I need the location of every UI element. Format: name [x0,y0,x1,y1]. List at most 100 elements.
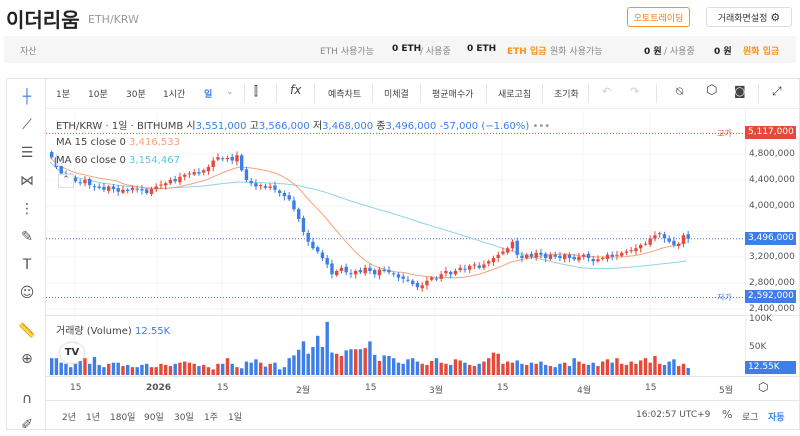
candle-body [544,253,548,258]
krw-deposit-link[interactable]: 원화 입금 [743,47,780,57]
range-2y[interactable]: 2년 [62,413,77,423]
volume-bar [444,363,448,375]
fullscreen-icon[interactable]: ⤢ [772,84,782,98]
volume-bar [145,363,149,375]
range-1y[interactable]: 1년 [86,413,101,423]
price-tick: 4,000,000 [749,201,795,211]
candle-body [487,261,491,264]
fib-lines-icon[interactable]: ☰ [20,145,34,161]
candle-body [126,189,130,192]
ma15-legend[interactable]: MA 15 close 0 3,416,533 [56,137,180,148]
avg-price-button[interactable]: 평균매수가 [432,90,474,100]
volume-bar [178,362,182,375]
candle-body [301,218,306,232]
text-icon[interactable]: T [22,257,32,273]
candle-body [78,182,82,184]
candle-body [667,238,671,242]
price-chart[interactable] [46,110,746,400]
volume-bar [69,367,73,375]
range-90d[interactable]: 90일 [144,413,164,423]
open-label: 시 [186,121,196,132]
interval-30m[interactable]: 30분 [126,90,146,100]
candle-body [268,186,272,188]
emoji-icon[interactable]: ☺ [19,285,35,301]
volume-bar [287,358,291,375]
percent-toggle[interactable]: % [722,408,733,421]
pair-label: ETH/KRW [88,13,139,26]
candle-body [382,269,386,271]
volume-bar [605,359,610,375]
magnet-icon[interactable]: ∩ [21,391,33,407]
volume-bar [368,341,372,375]
range-30d[interactable]: 30일 [174,413,194,423]
volume-bar [382,355,386,375]
ma60-legend[interactable]: MA 60 close 0 3,154,467 [56,155,180,166]
candle-body [211,160,215,167]
pencil-icon[interactable]: ✐ [21,417,33,433]
pattern-icon[interactable]: ⋈ [20,173,34,189]
reset-button[interactable]: 초기화 [554,90,579,100]
low-value: 3,468,000 [322,121,374,132]
volume-legend: 거래량 (Volume) 12.55K [56,322,170,337]
candle-body [501,251,505,254]
price-tick: 2,400,000 [749,304,795,314]
collapse-legend-icon[interactable]: ⌃ [58,174,74,188]
volume-bar [415,361,420,375]
volume-bar [667,361,671,375]
volume-bar [558,363,562,375]
candle-body [567,254,572,258]
candle-body [263,186,268,188]
brush-icon[interactable]: ✎ [21,229,33,245]
prediction-chart-button[interactable]: 예측차트 [328,90,362,100]
candle-body [335,271,339,276]
search-icon[interactable]: ⍉ [676,84,684,98]
candle-body [539,252,543,255]
settings-hex-icon[interactable]: ⬡ [706,83,718,98]
chevron-down-icon[interactable]: ⌄ [226,87,234,97]
interval-day[interactable]: 일 [204,90,213,100]
volume-tick: 100K [749,314,773,324]
candle-body [534,252,538,258]
volume-bar [477,363,481,375]
trendline-icon[interactable]: ⟋ [22,117,32,133]
camera-icon[interactable]: ◙ [734,84,746,98]
open-orders-button[interactable]: 미체결 [384,90,409,100]
refresh-button[interactable]: 새로고침 [498,90,532,100]
axis-settings-icon[interactable]: ⬡ [758,380,769,394]
eth-deposit-link[interactable]: ETH 입금 [507,47,547,57]
volume-bar [111,362,116,375]
projection-icon[interactable]: ⋮ [20,201,34,217]
volume-bar [54,358,59,375]
zoom-in-icon[interactable]: ⊕ [21,351,33,367]
candle-body [653,235,657,239]
volume-bar [230,363,234,375]
candle-type-icon[interactable]: ⫿ [254,84,258,98]
interval-10m[interactable]: 10분 [88,90,108,100]
volume-bar [620,363,624,375]
redo-icon[interactable]: ↷ [630,85,640,98]
trade-settings-button[interactable]: 거래화면설정 ⚙ [706,7,792,27]
ruler-icon[interactable]: 📏 [18,323,36,339]
candle-body [610,254,614,257]
candle-body [206,167,211,172]
volume-bar [59,362,63,375]
interval-1m[interactable]: 1분 [56,90,71,100]
range-1d[interactable]: 1일 [228,413,243,423]
indicator-fx-icon[interactable]: fx [290,83,302,97]
volume-bar [463,362,467,375]
candle-body [221,158,225,160]
volume-bar [88,363,92,375]
interval-1h[interactable]: 1시간 [163,90,186,100]
crosshair-icon[interactable]: ┼ [22,89,32,105]
log-toggle[interactable]: 로그 [742,413,759,423]
auto-trading-button[interactable]: 오토트레이딩 [627,7,690,27]
range-1w[interactable]: 1주 [204,413,219,423]
auto-toggle[interactable]: 자동 [768,413,785,423]
candle-body [601,258,605,259]
high-price-label: 고가 [717,129,732,138]
more-icon[interactable]: ••• [532,121,551,132]
undo-icon[interactable]: ↶ [602,85,612,98]
candle-body [292,200,296,210]
tradingview-logo[interactable]: TV [60,343,84,363]
range-180d[interactable]: 180일 [110,413,136,423]
